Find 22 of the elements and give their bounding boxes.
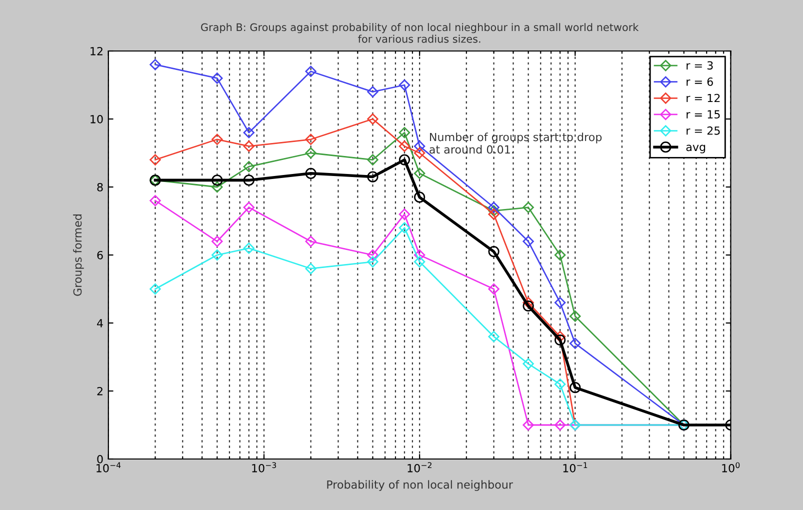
legend-label: r = 3 xyxy=(686,61,713,70)
legend-label: avg xyxy=(686,144,706,154)
y-tick-label: 12 xyxy=(90,46,102,56)
legend-label: r = 6 xyxy=(686,78,713,86)
x-tick-label: 10$^{−4}$ xyxy=(96,462,121,472)
legend-label: r = 25 xyxy=(686,126,720,135)
x-axis-title: Probability of non local neighbour xyxy=(327,480,513,491)
y-tick-label: 10 xyxy=(90,114,103,124)
y-tick-label: 8 xyxy=(97,182,103,192)
y-axis-title: Groups formed xyxy=(73,214,84,296)
y-tick-label: 0 xyxy=(97,454,103,464)
legend-label: r = 15 xyxy=(686,110,720,119)
y-tick-label: 6 xyxy=(97,250,103,260)
chart-title: Graph B: Groups against probability of non local nieghbour in a small world network for various radius sizes. xyxy=(201,23,639,43)
y-tick-label: 4 xyxy=(97,319,103,328)
legend-label: r = 12 xyxy=(686,94,720,102)
x-tick-label: 10$^{−1}$ xyxy=(563,462,588,472)
x-tick-label: 10$^{−3}$ xyxy=(252,462,276,472)
x-tick-label: 10$^{−2}$ xyxy=(408,462,432,472)
x-tick-label: 10$^{0}$ xyxy=(722,462,740,472)
annotation: Number of groups start to drop at around 0.01. xyxy=(430,132,602,154)
y-tick-label: 2 xyxy=(97,386,102,396)
